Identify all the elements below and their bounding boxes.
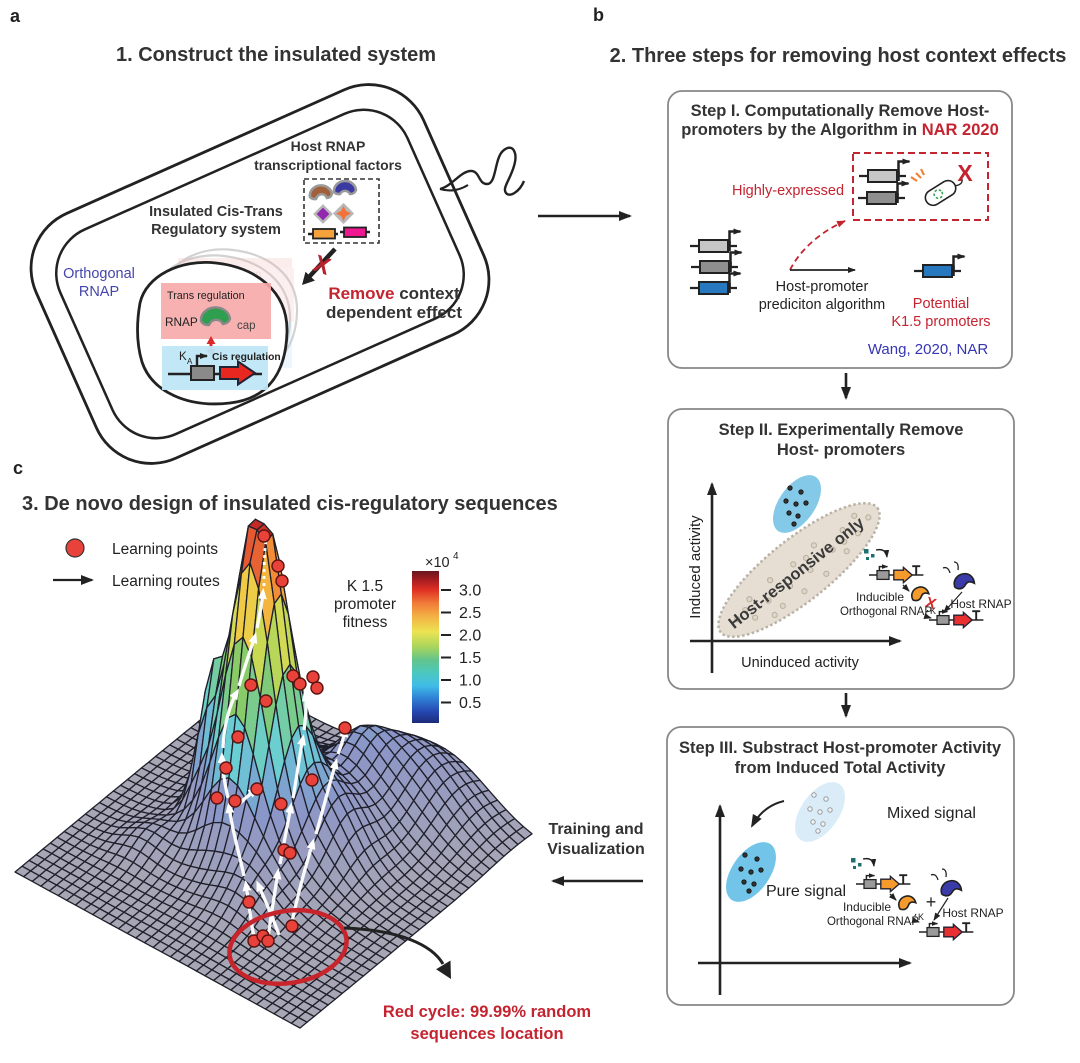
svg-text:K: K [930,606,936,616]
svg-text:Host-promoter: Host-promoter [776,279,869,295]
svg-text:K 1.5: K 1.5 [347,578,383,595]
svg-text:2. Three steps for removing ho: 2. Three steps for removing host context… [610,45,1067,67]
svg-text:from Induced Total Activity: from Induced Total Activity [735,759,947,777]
svg-text:fitness: fitness [343,614,388,631]
svg-text:Visualization: Visualization [547,841,645,858]
svg-text:K1.5 promoters: K1.5 promoters [891,314,990,330]
svg-text:Orthogonal RNAP: Orthogonal RNAP [840,606,932,618]
svg-text:0.5: 0.5 [459,695,481,712]
svg-text:4: 4 [453,551,459,562]
svg-text:K: K [179,351,187,363]
svg-text:sequences location: sequences location [410,1025,563,1043]
svg-text:Uninduced activity: Uninduced activity [741,655,859,671]
svg-text:Regulatory system: Regulatory system [151,222,281,238]
svg-text:X: X [310,250,334,281]
svg-text:Host- promoters: Host- promoters [777,441,905,459]
svg-text:Trans regulation: Trans regulation [167,290,245,302]
svg-text:Highly-expressed: Highly-expressed [732,183,844,199]
svg-text:×10: ×10 [425,555,450,571]
svg-text:Red cycle: 99.99% random: Red cycle: 99.99% random [383,1003,591,1021]
svg-text:Inducible: Inducible [856,590,904,604]
svg-text:Host RNAP: Host RNAP [950,597,1011,611]
svg-text:c: c [13,458,23,478]
svg-text:Inducible: Inducible [843,900,891,914]
svg-text:Learning routes: Learning routes [112,573,220,590]
svg-text:cap: cap [237,320,256,332]
svg-text:promoters by the Algorithm in: promoters by the Algorithm in NAR 2020 [681,121,999,139]
svg-text:Step II. Experimentally Remove: Step II. Experimentally Remove [719,421,964,439]
svg-text:Induced activity: Induced activity [687,515,704,619]
svg-text:Host RNAP: Host RNAP [291,138,366,154]
svg-text:1.5: 1.5 [459,650,481,667]
svg-text:a: a [10,6,21,26]
svg-text:RNAP: RNAP [79,284,119,300]
svg-text:K: K [918,912,924,922]
svg-text:Step I. Computationally Remove: Step I. Computationally Remove Host- [691,102,990,120]
svg-text:Wang, 2020, NAR: Wang, 2020, NAR [868,341,989,358]
svg-text:3.0: 3.0 [459,583,481,600]
svg-text:A: A [187,357,193,366]
svg-text:Insulated Cis-Trans: Insulated Cis-Trans [149,204,283,220]
svg-text:Step III. Substract Host-promo: Step III. Substract Host-promoter Activi… [679,739,1002,757]
svg-text:prediciton algorithm: prediciton algorithm [759,297,886,313]
svg-text:2.0: 2.0 [459,628,481,645]
svg-text:Pure signal: Pure signal [766,883,846,900]
svg-text:1. Construct the insulated sys: 1. Construct the insulated system [116,44,436,66]
svg-text:dependent effect: dependent effect [326,303,462,322]
svg-text:1.0: 1.0 [459,673,481,690]
svg-text:b: b [593,5,604,25]
svg-text:promoter: promoter [334,596,396,613]
svg-text:2.5: 2.5 [459,605,481,622]
svg-text:Orthogonal RNAP: Orthogonal RNAP [827,916,919,928]
svg-text:Learning points: Learning points [112,541,218,558]
svg-text:Remove context: Remove context [328,284,460,303]
svg-text:X: X [957,160,973,186]
svg-text:Potential: Potential [913,296,969,312]
svg-text:Host RNAP: Host RNAP [942,906,1003,920]
svg-text:RNAP: RNAP [165,315,198,329]
svg-text:transcriptional factors: transcriptional factors [254,157,402,173]
svg-text:Cis regulation: Cis regulation [212,352,281,363]
svg-text:3. De novo design of insulated: 3. De novo design of insulated cis-regul… [22,493,558,515]
svg-text:Mixed signal: Mixed signal [887,805,976,822]
svg-text:+: + [926,892,937,912]
svg-text:Training and: Training and [548,821,643,838]
svg-text:Orthogonal: Orthogonal [63,266,135,282]
svg-text:X: X [923,594,938,613]
